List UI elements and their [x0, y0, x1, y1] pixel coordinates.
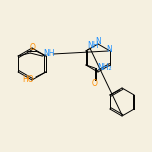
Text: N: N [95, 36, 101, 45]
Text: NH: NH [87, 41, 99, 50]
Text: N: N [106, 45, 112, 54]
Text: NH₂: NH₂ [98, 64, 112, 73]
Text: NH: NH [43, 48, 55, 57]
Text: HO: HO [22, 74, 34, 83]
Text: O: O [30, 43, 36, 52]
Text: O: O [92, 79, 98, 88]
